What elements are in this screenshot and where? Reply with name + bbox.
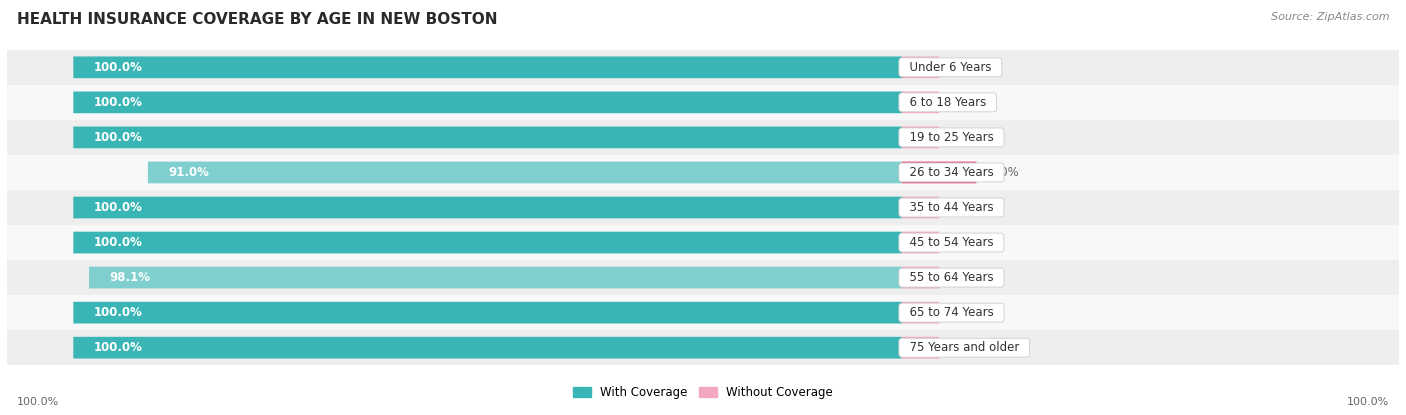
FancyBboxPatch shape <box>901 302 939 324</box>
Text: 100.0%: 100.0% <box>94 341 143 354</box>
Text: 0.0%: 0.0% <box>952 341 981 354</box>
Text: 100.0%: 100.0% <box>17 397 59 407</box>
Text: 9.0%: 9.0% <box>988 166 1018 179</box>
Bar <box>7 155 1399 190</box>
Bar <box>7 85 1399 120</box>
FancyBboxPatch shape <box>901 161 976 183</box>
Text: 0.0%: 0.0% <box>952 96 981 109</box>
Text: 1.9%: 1.9% <box>952 271 981 284</box>
Bar <box>7 225 1399 260</box>
FancyBboxPatch shape <box>73 56 901 78</box>
FancyBboxPatch shape <box>73 337 901 359</box>
Text: 35 to 44 Years: 35 to 44 Years <box>901 201 1001 214</box>
Text: Under 6 Years: Under 6 Years <box>901 61 998 74</box>
Text: 0.0%: 0.0% <box>952 236 981 249</box>
FancyBboxPatch shape <box>901 232 939 254</box>
FancyBboxPatch shape <box>901 91 939 113</box>
Text: 100.0%: 100.0% <box>94 61 143 74</box>
FancyBboxPatch shape <box>73 302 901 324</box>
FancyBboxPatch shape <box>89 267 901 288</box>
Text: 0.0%: 0.0% <box>952 61 981 74</box>
Legend: With Coverage, Without Coverage: With Coverage, Without Coverage <box>568 381 838 403</box>
Text: 26 to 34 Years: 26 to 34 Years <box>901 166 1001 179</box>
Text: 100.0%: 100.0% <box>94 201 143 214</box>
Text: 65 to 74 Years: 65 to 74 Years <box>901 306 1001 319</box>
FancyBboxPatch shape <box>73 127 901 148</box>
Text: 0.0%: 0.0% <box>952 201 981 214</box>
FancyBboxPatch shape <box>901 197 939 218</box>
Text: Source: ZipAtlas.com: Source: ZipAtlas.com <box>1271 12 1389 22</box>
Text: 6 to 18 Years: 6 to 18 Years <box>901 96 994 109</box>
FancyBboxPatch shape <box>901 56 939 78</box>
FancyBboxPatch shape <box>73 232 901 254</box>
Text: 45 to 54 Years: 45 to 54 Years <box>901 236 1001 249</box>
FancyBboxPatch shape <box>901 267 939 288</box>
Text: 100.0%: 100.0% <box>94 96 143 109</box>
Bar <box>7 50 1399 85</box>
FancyBboxPatch shape <box>73 197 901 218</box>
Bar <box>7 120 1399 155</box>
Text: 100.0%: 100.0% <box>94 236 143 249</box>
Bar <box>7 190 1399 225</box>
Bar <box>7 260 1399 295</box>
Text: 91.0%: 91.0% <box>169 166 209 179</box>
Text: 100.0%: 100.0% <box>94 306 143 319</box>
FancyBboxPatch shape <box>73 91 901 113</box>
Text: HEALTH INSURANCE COVERAGE BY AGE IN NEW BOSTON: HEALTH INSURANCE COVERAGE BY AGE IN NEW … <box>17 12 498 27</box>
Text: 75 Years and older: 75 Years and older <box>901 341 1026 354</box>
Bar <box>7 330 1399 365</box>
Bar <box>7 295 1399 330</box>
Text: 0.0%: 0.0% <box>952 306 981 319</box>
Text: 0.0%: 0.0% <box>952 131 981 144</box>
Text: 100.0%: 100.0% <box>1347 397 1389 407</box>
FancyBboxPatch shape <box>901 337 939 359</box>
Text: 19 to 25 Years: 19 to 25 Years <box>901 131 1001 144</box>
FancyBboxPatch shape <box>901 127 939 148</box>
Text: 100.0%: 100.0% <box>94 131 143 144</box>
Text: 98.1%: 98.1% <box>110 271 150 284</box>
Text: 55 to 64 Years: 55 to 64 Years <box>901 271 1001 284</box>
FancyBboxPatch shape <box>148 161 901 183</box>
